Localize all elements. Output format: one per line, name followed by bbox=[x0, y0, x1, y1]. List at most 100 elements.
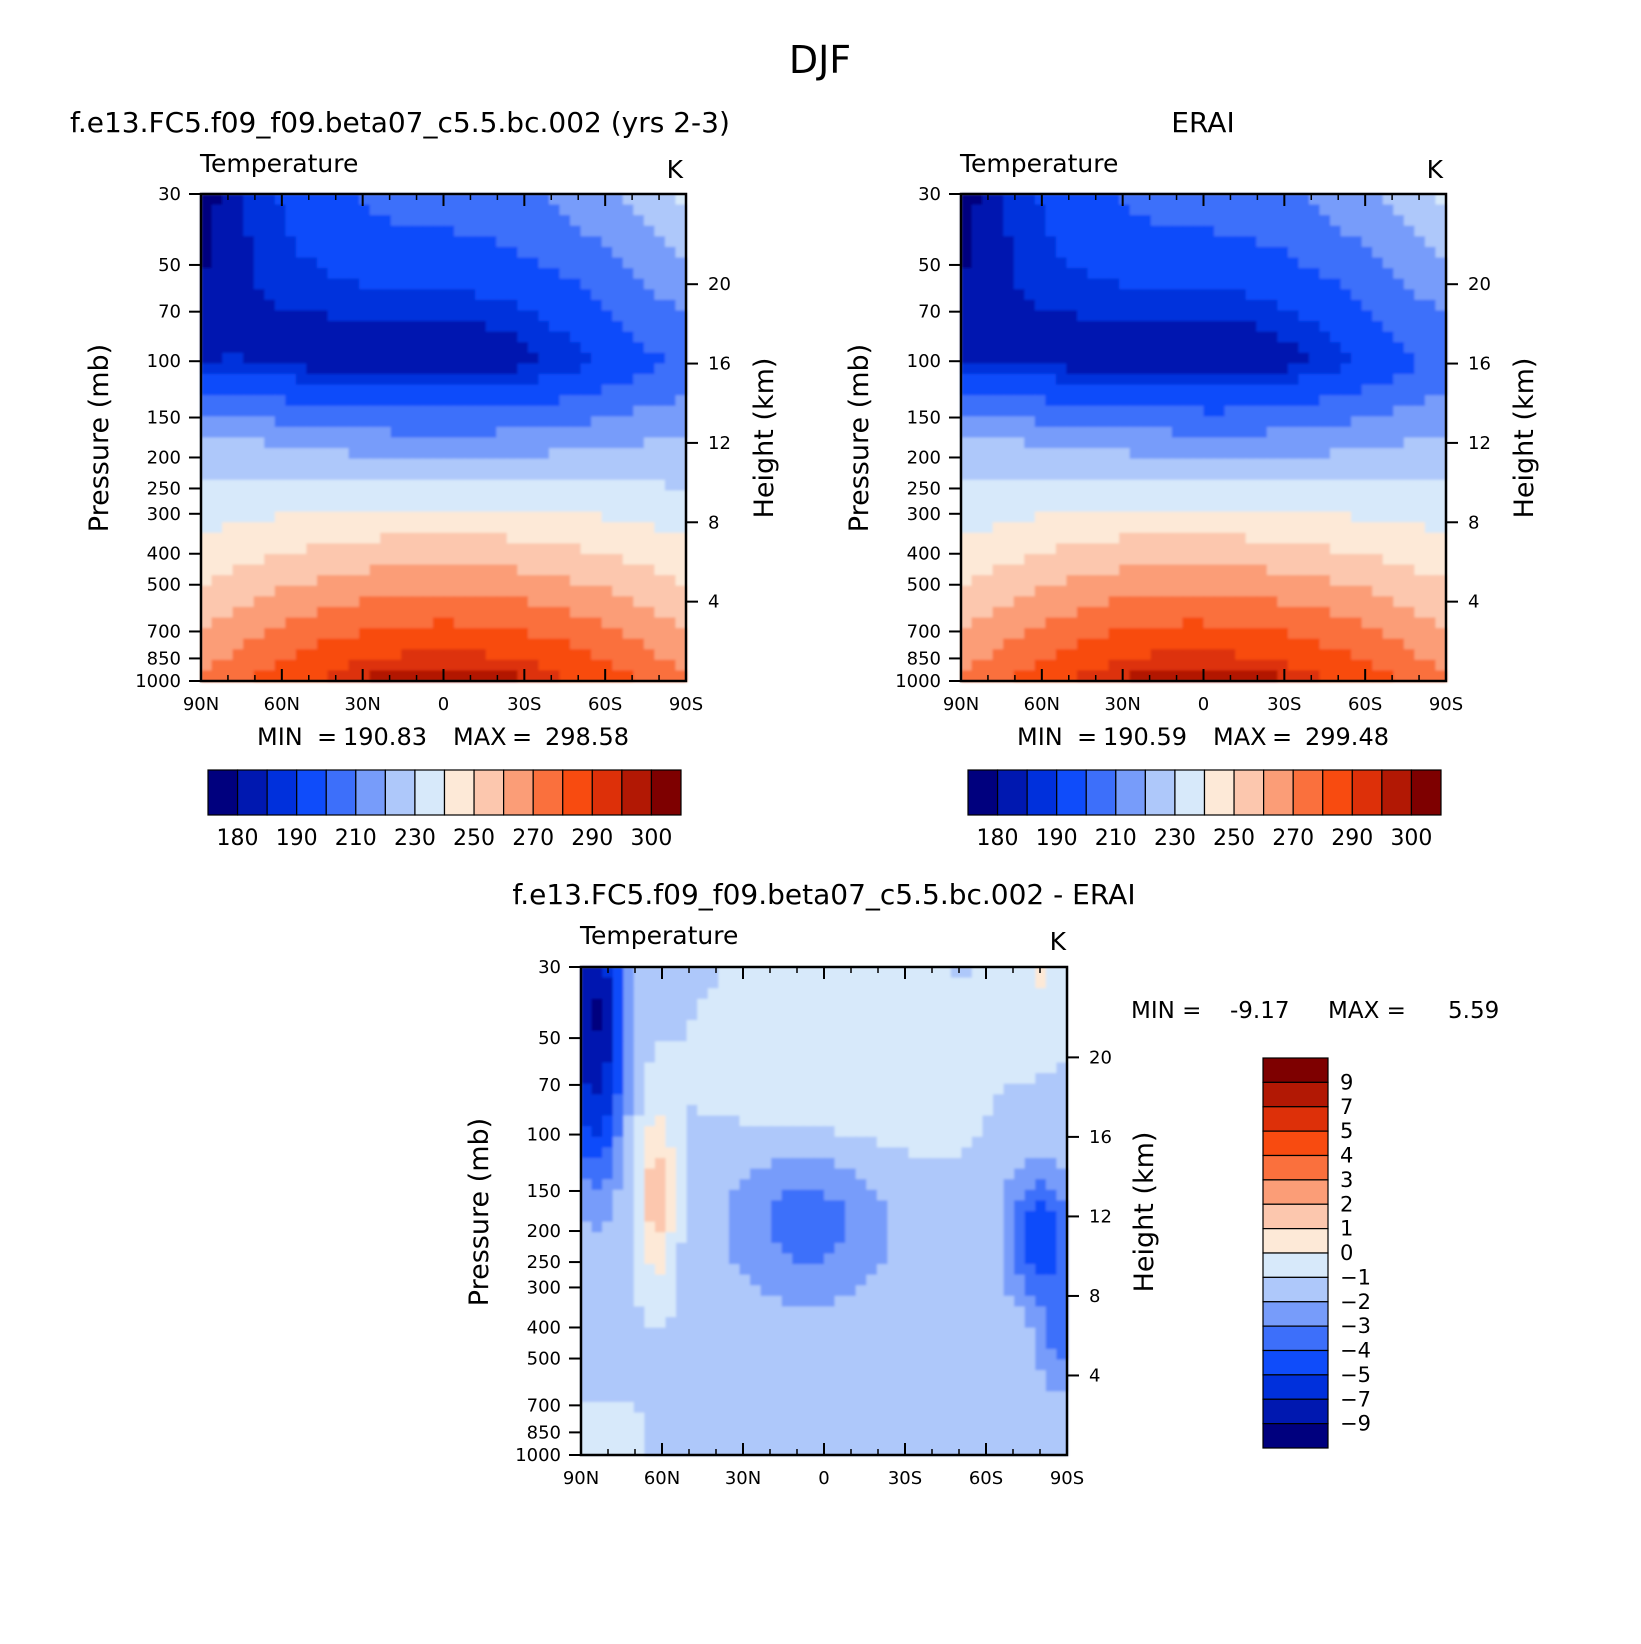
contour-cell bbox=[961, 638, 973, 651]
contour-cell bbox=[602, 1051, 614, 1064]
contour-cell bbox=[211, 469, 223, 481]
contour-cell bbox=[1424, 215, 1437, 227]
contour-cell bbox=[1435, 479, 1447, 492]
contour-cell bbox=[306, 501, 318, 513]
contour-cell bbox=[622, 278, 635, 291]
contour-cell bbox=[485, 194, 498, 206]
contour-cell bbox=[1372, 659, 1384, 672]
contour-cell bbox=[1266, 278, 1279, 291]
contour-cell bbox=[1140, 522, 1152, 534]
contour-cell bbox=[211, 268, 223, 280]
contour-cell bbox=[454, 511, 466, 523]
contour-cell bbox=[1245, 659, 1258, 672]
contour-cell bbox=[464, 606, 476, 619]
contour-cell bbox=[1266, 395, 1279, 407]
contour-cell bbox=[1319, 194, 1331, 206]
contour-cell bbox=[232, 659, 244, 672]
contour-cell bbox=[971, 553, 983, 566]
contour-cell bbox=[1403, 564, 1416, 576]
height-tick-label: 4 bbox=[1468, 592, 1479, 613]
contour-cell bbox=[422, 585, 434, 598]
contour-cell bbox=[1045, 532, 1057, 545]
contour-cell bbox=[285, 490, 297, 502]
contour-cell bbox=[1203, 543, 1215, 555]
contour-cell bbox=[591, 448, 603, 460]
contour-cell bbox=[506, 617, 519, 629]
contour-cell bbox=[1129, 278, 1142, 291]
contour-cell bbox=[1266, 246, 1279, 259]
contour-cell bbox=[982, 522, 994, 534]
contour-cell bbox=[1045, 405, 1057, 418]
contour-cell bbox=[908, 967, 920, 979]
contour-cell bbox=[506, 405, 519, 418]
contour-cell bbox=[1045, 670, 1057, 682]
contour-cell bbox=[1277, 215, 1289, 227]
contour-cell bbox=[1424, 649, 1437, 661]
contour-cell bbox=[1129, 342, 1142, 354]
contour-cell bbox=[1277, 564, 1289, 576]
contour-cell bbox=[771, 1020, 783, 1032]
contour-cell bbox=[1351, 585, 1363, 598]
contour-cell bbox=[834, 1020, 846, 1032]
contour-cell bbox=[961, 363, 973, 375]
contour-cell bbox=[1256, 659, 1268, 672]
contour-cell bbox=[1224, 628, 1236, 640]
contour-cell bbox=[1055, 564, 1068, 576]
contour-cell bbox=[739, 1073, 751, 1085]
contour-cell bbox=[1098, 405, 1110, 418]
contour-cell bbox=[1319, 585, 1331, 598]
contour-cell bbox=[548, 448, 561, 460]
contour-cell bbox=[1361, 299, 1373, 312]
contour-cell bbox=[1045, 1030, 1058, 1043]
contour-cell bbox=[1224, 395, 1236, 407]
contour-cell bbox=[633, 342, 645, 354]
contour-cell bbox=[1150, 479, 1163, 492]
contour-cell bbox=[401, 532, 413, 545]
contour-cell bbox=[1330, 289, 1342, 301]
contour-cell bbox=[781, 988, 794, 1000]
contour-cell bbox=[485, 479, 498, 492]
contour-cell bbox=[1319, 373, 1331, 386]
contour-cell bbox=[1277, 236, 1289, 248]
contour-cell bbox=[1003, 1062, 1015, 1074]
contour-cell bbox=[887, 1062, 899, 1074]
contour-cell bbox=[1266, 384, 1279, 396]
contour-cell bbox=[1055, 416, 1068, 428]
contour-cell bbox=[1076, 659, 1089, 672]
contour-cell bbox=[1351, 426, 1363, 439]
contour-cell bbox=[306, 395, 318, 407]
contour-cell bbox=[517, 225, 529, 238]
contour-cell bbox=[1161, 194, 1173, 206]
contour-cell bbox=[1256, 596, 1268, 608]
contour-cell bbox=[1066, 342, 1078, 354]
contour-cell bbox=[1066, 596, 1078, 608]
contour-cell bbox=[559, 479, 571, 492]
contour-cell bbox=[527, 479, 540, 492]
contour-cell bbox=[369, 225, 382, 238]
contour-cell bbox=[432, 204, 445, 216]
contour-cell bbox=[824, 967, 836, 979]
contour-cell bbox=[548, 257, 561, 269]
contour-cell bbox=[380, 490, 392, 502]
contour-cell bbox=[454, 194, 466, 206]
contour-cell bbox=[601, 638, 613, 651]
contour-cell bbox=[548, 331, 561, 344]
contour-cell bbox=[222, 617, 234, 629]
contour-cell bbox=[548, 522, 561, 534]
contour-cell bbox=[538, 670, 550, 682]
contour-cell bbox=[464, 236, 476, 248]
contour-cell bbox=[855, 988, 868, 1000]
contour-cell bbox=[623, 977, 635, 990]
contour-cell bbox=[338, 395, 350, 407]
contour-cell bbox=[993, 1051, 1005, 1064]
contour-cell bbox=[1361, 490, 1373, 502]
contour-cell bbox=[982, 458, 994, 471]
contour-cell bbox=[591, 1020, 603, 1032]
contour-cell bbox=[253, 395, 266, 407]
contour-cell bbox=[1066, 310, 1078, 322]
contour-cell bbox=[855, 977, 868, 990]
contour-cell bbox=[548, 204, 561, 216]
contour-cell bbox=[1361, 194, 1373, 206]
contour-cell bbox=[390, 564, 403, 576]
contour-cell bbox=[253, 257, 266, 269]
